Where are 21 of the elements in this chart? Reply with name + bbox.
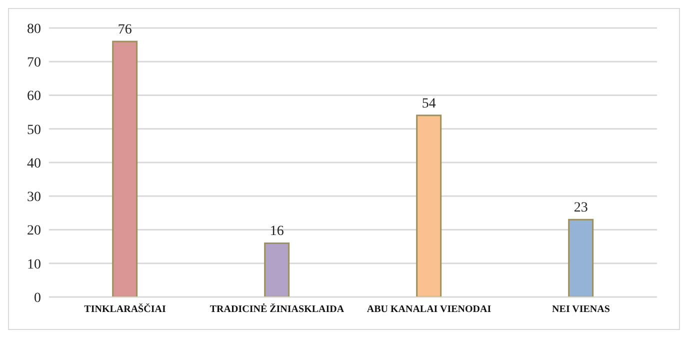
x-tick-label: TRADICINĖ ŽINIASKLAIDA xyxy=(210,303,345,316)
y-tick-label: 20 xyxy=(27,224,41,239)
data-label: 23 xyxy=(574,200,588,216)
y-tick-label: 0 xyxy=(34,290,41,306)
x-tick-label: ABU KANALAI VIENODAI xyxy=(366,304,492,316)
x-tick-label: TINKLARAŠČIAI xyxy=(84,303,166,316)
bar xyxy=(264,242,290,297)
bar xyxy=(568,218,594,297)
y-tick-label: 10 xyxy=(27,257,41,272)
data-label: 76 xyxy=(118,22,132,38)
bar xyxy=(112,40,138,297)
y-tick-label: 80 xyxy=(27,22,41,37)
data-label: 54 xyxy=(422,96,436,112)
bar xyxy=(416,114,442,297)
x-tick-label: NEI VIENAS xyxy=(552,304,610,316)
y-tick-label: 70 xyxy=(27,56,41,71)
y-tick-label: 50 xyxy=(27,122,41,138)
y-tick-label: 60 xyxy=(27,89,41,104)
y-tick-label: 40 xyxy=(27,156,41,172)
data-label: 16 xyxy=(270,224,284,240)
y-tick-label: 30 xyxy=(27,190,41,206)
